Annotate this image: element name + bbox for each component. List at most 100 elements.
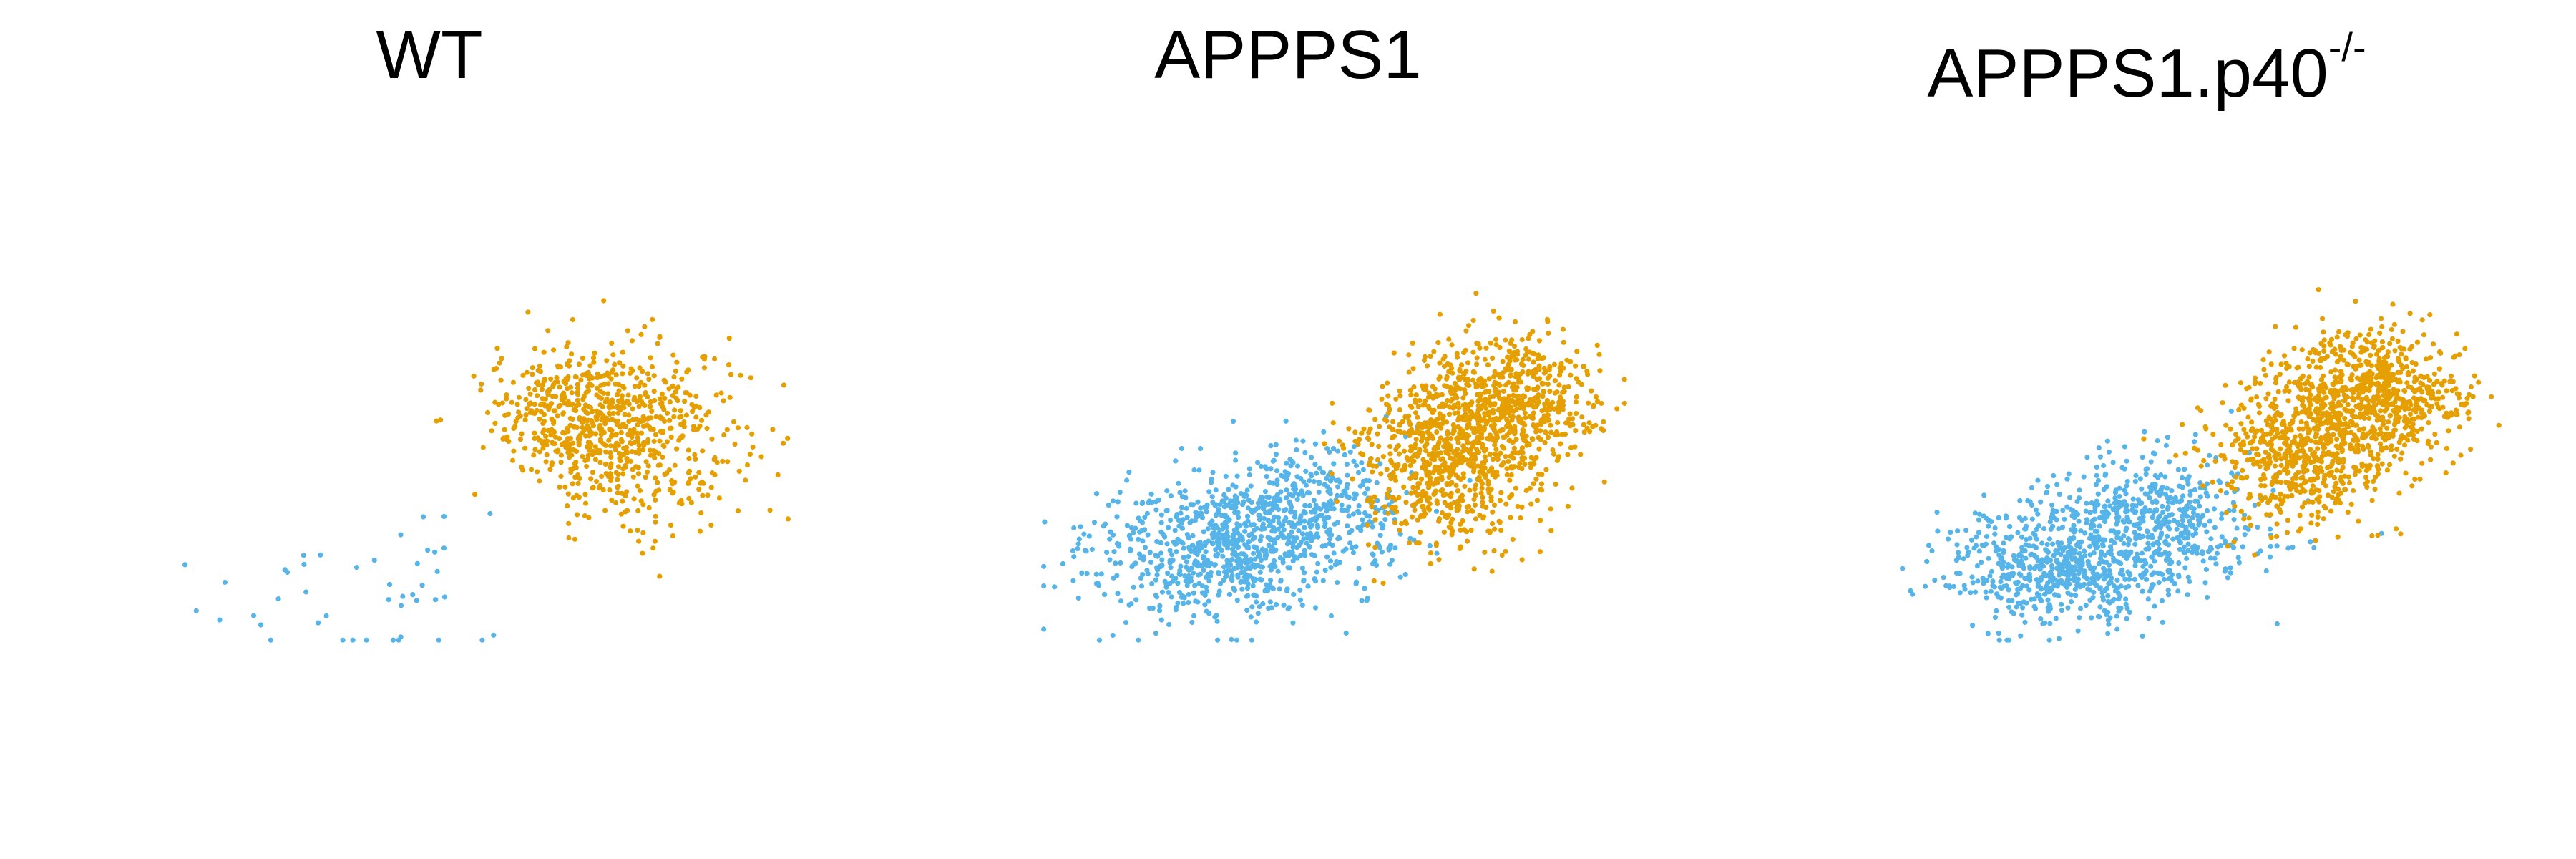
scatter-point	[1271, 457, 1277, 463]
scatter-point	[1581, 364, 1586, 369]
scatter-point	[1556, 454, 1562, 460]
scatter-point	[2082, 548, 2087, 554]
scatter-point	[635, 465, 641, 470]
scatter-point	[1407, 448, 1413, 454]
scatter-point	[1446, 512, 1452, 518]
scatter-point	[1290, 620, 1296, 626]
scatter-point	[580, 355, 586, 361]
scatter-point	[2133, 509, 2139, 515]
scatter-point	[2127, 571, 2132, 576]
scatter-point	[1956, 550, 1961, 555]
scatter-point	[1380, 580, 1386, 586]
scatter-point	[2278, 361, 2284, 367]
scatter-point	[1436, 557, 1442, 563]
scatter-point	[652, 538, 658, 544]
scatter-point	[587, 374, 593, 379]
scatter-point	[1438, 488, 1444, 494]
scatter-point	[1211, 525, 1216, 531]
scatter-point	[1257, 513, 1263, 519]
scatter-point	[532, 447, 538, 452]
scatter-point	[655, 462, 661, 468]
scatter-point	[1566, 417, 1572, 422]
scatter-point	[1104, 549, 1110, 555]
scatter-point	[1994, 608, 1999, 614]
scatter-point	[619, 393, 625, 399]
scatter-point	[1983, 541, 1989, 547]
scatter-point	[708, 523, 714, 528]
scatter-point	[2041, 571, 2047, 577]
scatter-point	[611, 443, 617, 449]
scatter-point	[2204, 529, 2210, 535]
scatter-point	[1186, 591, 1191, 598]
scatter-point	[648, 452, 654, 458]
scatter-point	[1547, 389, 1553, 394]
scatter-point	[674, 446, 680, 452]
scatter-point	[2124, 479, 2130, 485]
scatter-point	[1397, 531, 1403, 537]
scatter-point	[594, 417, 600, 422]
scatter-point	[1496, 406, 1502, 412]
scatter-point	[1531, 424, 1538, 430]
scatter-point	[2048, 526, 2054, 533]
scatter-point	[1440, 456, 1445, 462]
scatter-point	[1286, 535, 1292, 540]
scatter-point	[1404, 490, 1410, 495]
scatter-point	[2395, 339, 2401, 344]
scatter-point	[1312, 441, 1318, 447]
scatter-point	[2242, 532, 2248, 538]
scatter-point	[682, 399, 688, 404]
scatter-point	[1458, 521, 1463, 527]
scatter-point	[2236, 560, 2242, 566]
scatter-point	[645, 394, 650, 400]
scatter-point	[640, 530, 646, 536]
scatter-point	[617, 360, 623, 366]
scatter-point	[590, 355, 597, 361]
scatter-point	[1389, 505, 1395, 510]
scatter-point	[2175, 467, 2181, 472]
scatter-point	[2066, 560, 2072, 566]
scatter-point	[1511, 464, 1518, 470]
scatter-point	[1482, 549, 1488, 555]
scatter-point	[1243, 523, 1249, 529]
scatter-point	[1376, 443, 1382, 450]
scatter-point	[1388, 457, 1394, 463]
scatter-point	[599, 473, 605, 480]
scatter-point	[1254, 593, 1259, 599]
scatter-point	[1523, 415, 1528, 421]
scatter-point	[1299, 565, 1305, 571]
scatter-point	[574, 402, 580, 408]
scatter-point	[1372, 517, 1378, 523]
scatter-point	[182, 562, 188, 568]
scatter-point	[1084, 571, 1090, 576]
scatter-point	[1411, 472, 1417, 478]
scatter-point	[1129, 563, 1135, 570]
scatter-point	[1378, 471, 1384, 477]
scatter-point	[2081, 570, 2087, 576]
scatter-point	[1998, 595, 2004, 601]
scatter-point	[1574, 411, 1579, 417]
scatter-point	[2043, 547, 2049, 553]
scatter-point	[1250, 583, 1256, 589]
scatter-point	[1164, 508, 1170, 513]
scatter-point	[650, 447, 656, 454]
scatter-point	[582, 402, 589, 408]
scatter-point	[1579, 414, 1585, 420]
scatter-point	[2223, 490, 2229, 496]
scatter-point	[1993, 548, 1999, 554]
scatter-point	[1467, 417, 1473, 422]
scatter-point	[616, 388, 622, 394]
scatter-point	[683, 412, 690, 418]
scatter-point	[2084, 500, 2089, 506]
scatter-point	[1244, 586, 1251, 591]
scatter-point	[1461, 349, 1467, 356]
scatter-point	[585, 388, 592, 394]
scatter-point	[2116, 605, 2122, 611]
scatter-point	[2076, 571, 2082, 576]
scatter-point	[1969, 574, 1975, 580]
scatter-point	[1142, 545, 1148, 550]
scatter-point	[706, 409, 712, 415]
scatter-point	[1946, 583, 1952, 589]
scatter-point	[2452, 353, 2458, 359]
scatter-point	[1489, 520, 1496, 527]
scatter-point	[726, 336, 732, 341]
